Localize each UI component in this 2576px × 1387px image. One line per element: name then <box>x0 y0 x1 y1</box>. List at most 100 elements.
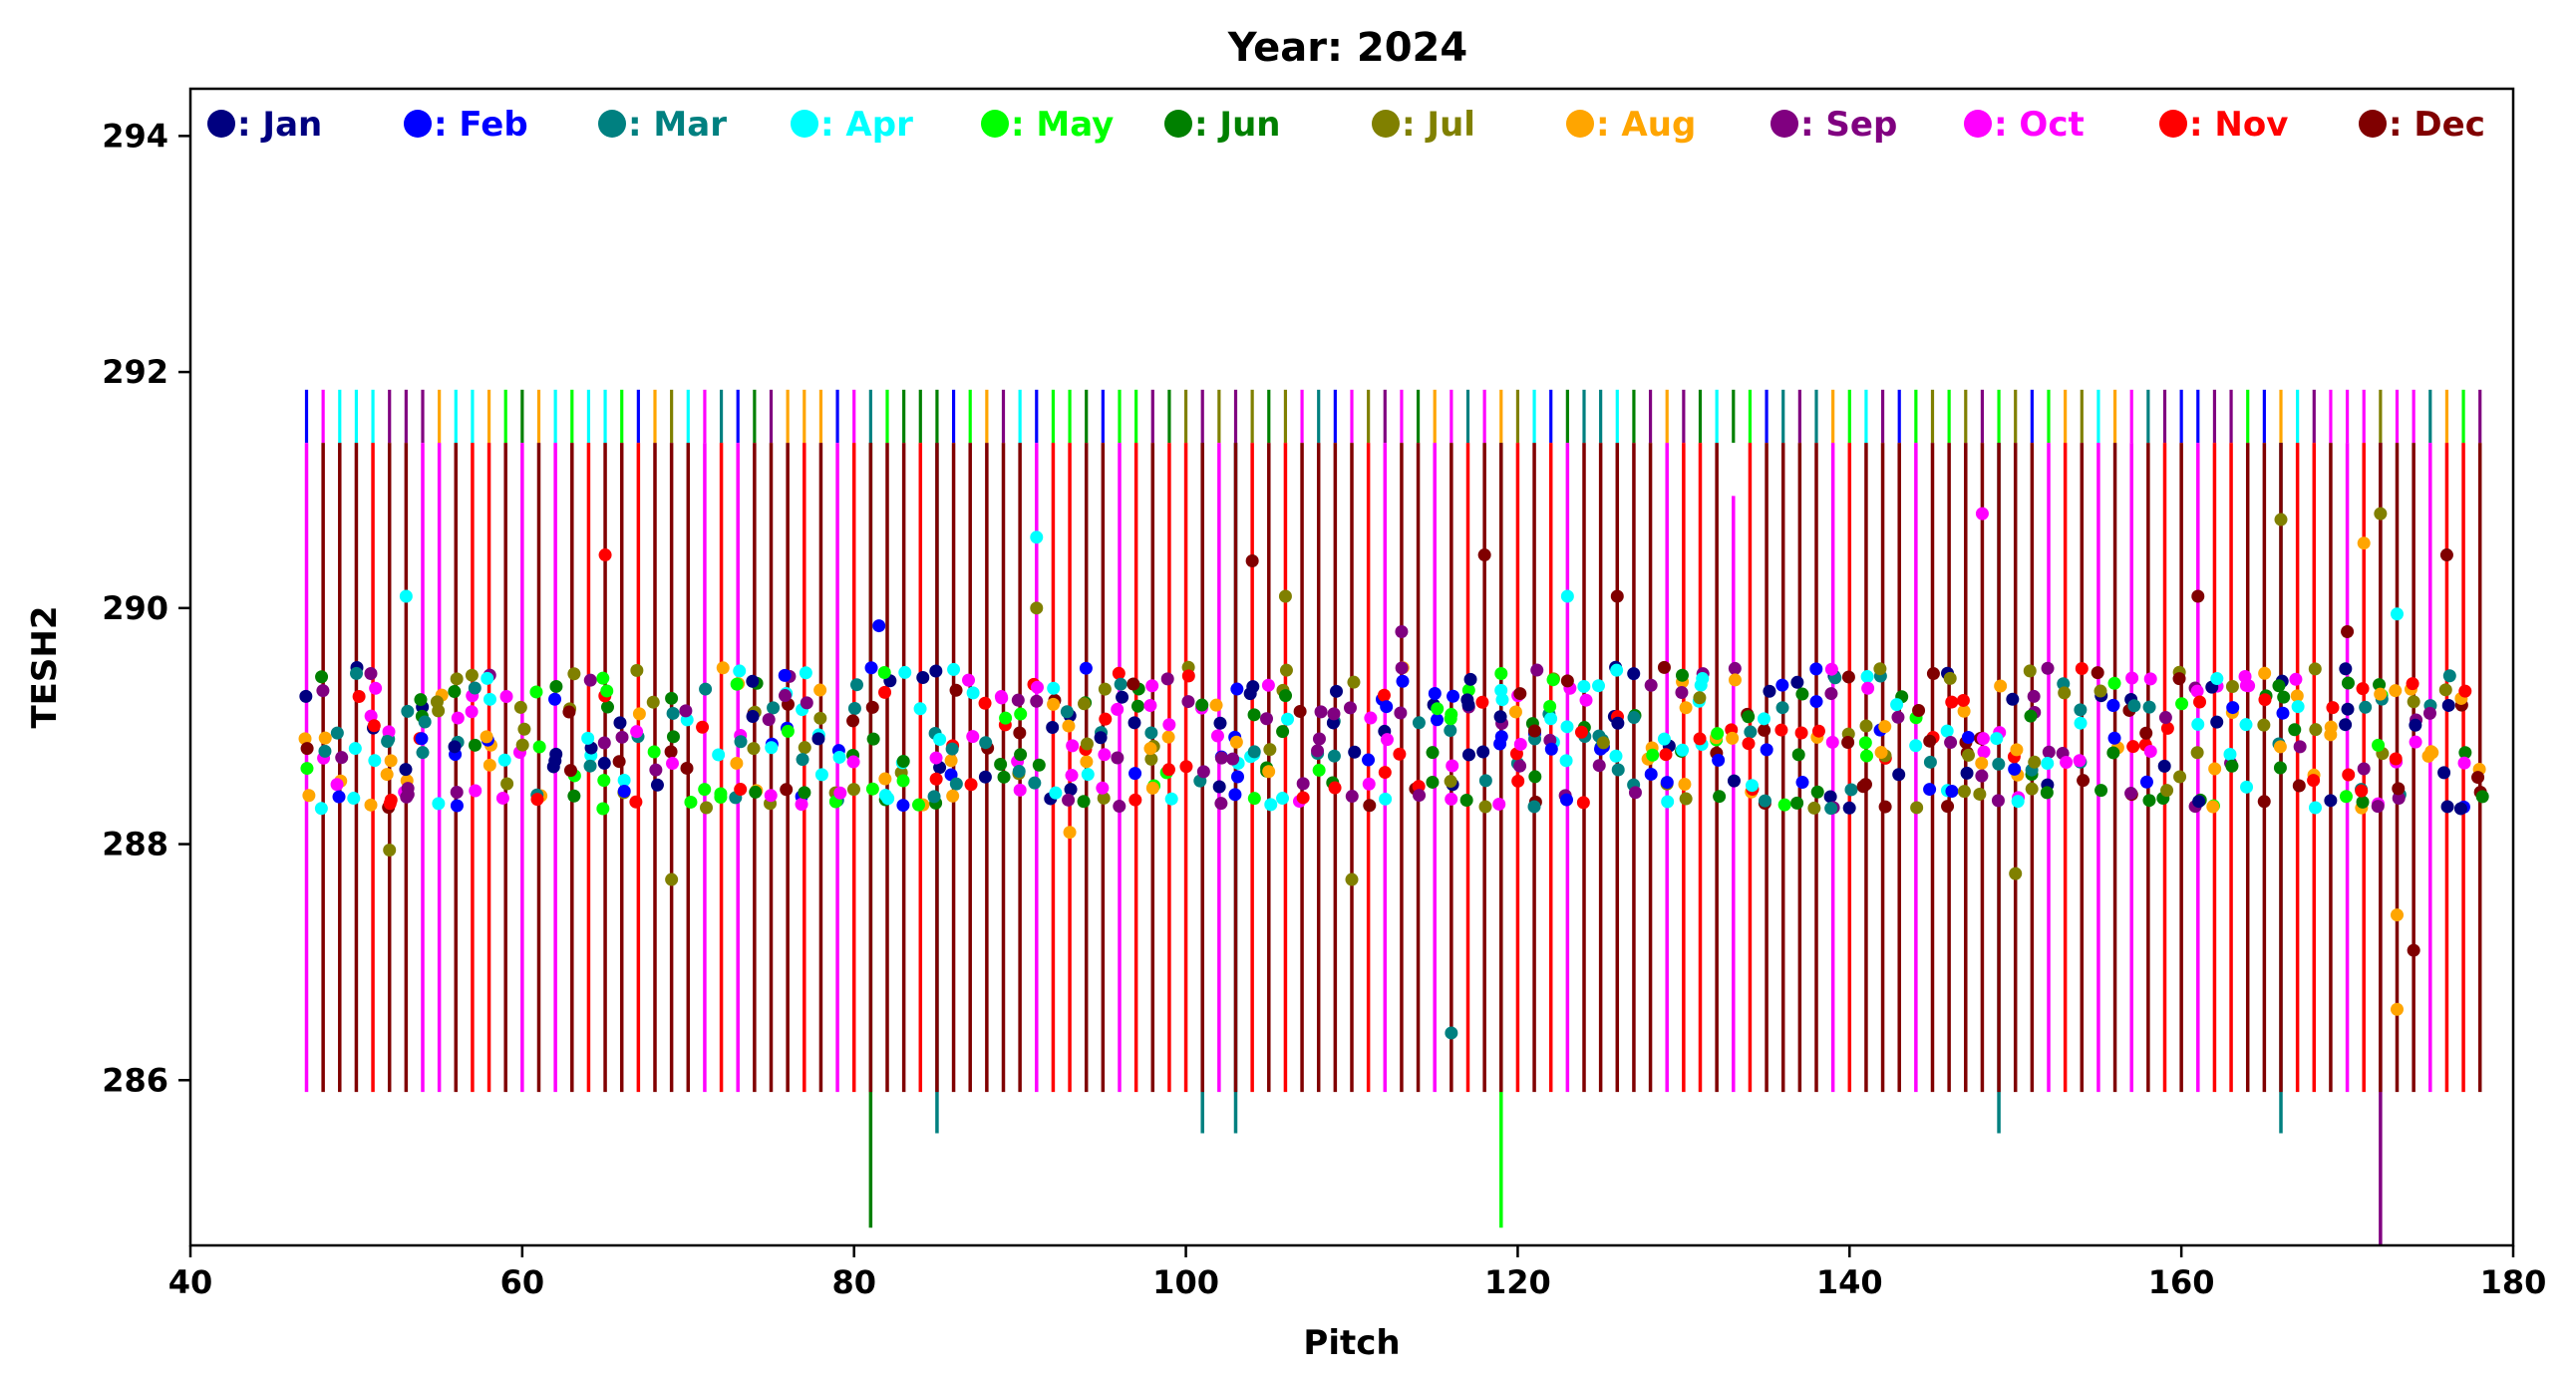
data-point <box>716 661 730 675</box>
data-point <box>749 785 763 799</box>
plot-frame <box>188 87 2515 1247</box>
data-point <box>1080 737 1094 751</box>
data-point <box>1264 798 1278 812</box>
data-point <box>1080 755 1094 769</box>
data-point <box>999 711 1013 725</box>
data-point <box>1046 721 1060 735</box>
data-point <box>2424 745 2438 759</box>
data-point <box>2210 715 2224 729</box>
data-point <box>911 798 925 812</box>
data-point <box>2437 766 2451 780</box>
data-point <box>1261 678 1275 692</box>
outlier-point <box>2274 513 2288 526</box>
data-point <box>1878 800 1892 814</box>
data-point <box>450 799 464 813</box>
data-point <box>1711 727 1725 741</box>
data-point <box>2106 698 2120 712</box>
data-point <box>1363 799 1377 813</box>
data-point <box>1459 794 1473 808</box>
data-point <box>416 746 430 760</box>
data-point <box>864 661 878 675</box>
data-point <box>1128 767 1142 781</box>
data-point <box>1181 669 1195 683</box>
data-point <box>1644 678 1658 692</box>
data-point <box>916 671 930 685</box>
legend-marker <box>207 110 235 138</box>
data-point <box>865 782 879 796</box>
data-point <box>1478 800 1492 814</box>
data-point <box>1463 672 1477 686</box>
legend-label: : Jun <box>1194 105 1281 145</box>
data-point <box>666 730 680 744</box>
data-point <box>1844 783 1858 797</box>
data-point <box>1364 711 1378 725</box>
data-point <box>1990 732 2004 746</box>
data-point <box>1791 748 1805 762</box>
data-point <box>2290 689 2304 703</box>
data-point <box>299 689 313 703</box>
data-point <box>2028 755 2042 769</box>
data-point <box>814 768 828 782</box>
chart-title: Year: 2024 <box>1227 25 1467 71</box>
data-point <box>1179 760 1193 774</box>
data-point <box>318 744 332 758</box>
data-point <box>1161 763 1175 777</box>
data-point <box>1460 693 1474 707</box>
data-point <box>451 711 465 725</box>
data-point <box>730 677 744 691</box>
data-point <box>2226 701 2240 715</box>
data-point <box>2392 782 2406 796</box>
data-point <box>2160 784 2174 798</box>
data-point <box>2342 768 2356 782</box>
data-point <box>383 797 397 811</box>
data-point <box>1247 708 1261 722</box>
data-point <box>2225 759 2239 773</box>
data-point <box>1279 689 1293 703</box>
data-point <box>994 757 1008 771</box>
data-point <box>1528 770 1542 784</box>
legend-label: : Dec <box>2389 105 2485 145</box>
data-point <box>1111 702 1125 716</box>
data-point <box>1114 677 1127 691</box>
data-point <box>2058 686 2072 700</box>
outlier-point <box>2009 867 2023 880</box>
legend-label: : Jul <box>1402 105 1475 145</box>
data-point <box>1214 751 1228 765</box>
data-point <box>1943 671 1957 685</box>
data-point <box>1679 701 1693 715</box>
data-point <box>1247 745 1261 759</box>
data-point <box>1143 699 1157 713</box>
data-point <box>1860 670 1874 684</box>
data-point <box>1311 744 1325 758</box>
data-point <box>2291 700 2305 714</box>
data-point <box>630 663 644 677</box>
data-point <box>2091 666 2104 680</box>
legend-label: : Jan <box>237 105 322 145</box>
data-point <box>2193 695 2207 709</box>
data-point <box>1810 785 1824 799</box>
data-point <box>1679 792 1693 806</box>
data-point <box>962 673 976 687</box>
data-point <box>650 778 664 792</box>
data-point <box>1661 795 1675 809</box>
data-point <box>2288 723 2302 737</box>
data-point <box>929 751 943 765</box>
data-point <box>813 711 827 725</box>
data-point <box>1977 745 1991 759</box>
data-point <box>2373 678 2387 692</box>
data-point <box>846 755 860 769</box>
data-point <box>1992 757 2006 771</box>
y-tick-label: 290 <box>102 589 168 627</box>
data-point <box>849 678 863 692</box>
legend-marker <box>404 110 432 138</box>
data-point <box>1493 737 1507 751</box>
data-point <box>1611 763 1625 777</box>
data-point <box>1296 791 1310 805</box>
data-point <box>2409 735 2422 749</box>
data-point <box>795 798 808 812</box>
data-point <box>2006 692 2020 706</box>
data-point <box>600 684 614 698</box>
data-point <box>364 798 378 812</box>
data-point <box>1873 662 1887 676</box>
data-point <box>596 802 610 816</box>
